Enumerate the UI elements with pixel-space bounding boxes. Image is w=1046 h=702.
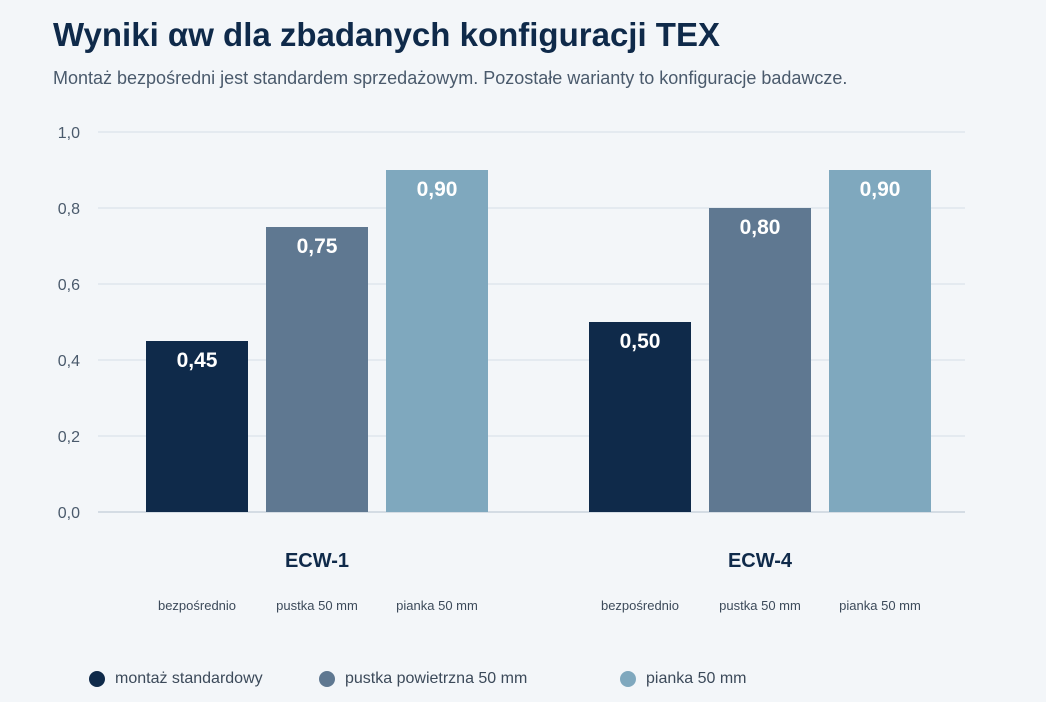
bar	[386, 170, 488, 512]
y-tick-label: 0,4	[58, 353, 80, 370]
bar	[146, 341, 248, 512]
bar-sub-label: bezpośrednio	[158, 598, 236, 613]
legend-label-standard: montaż standardowy	[115, 670, 263, 687]
legend-label-foam: pianka 50 mm	[646, 670, 747, 687]
chart-title: Wyniki αw dla zbadanych konfiguracji TEX	[53, 16, 720, 53]
bar-sub-label: bezpośrednio	[601, 598, 679, 613]
bar-sub-label: pustka 50 mm	[719, 598, 801, 613]
y-tick-label: 0,0	[58, 505, 80, 522]
bar	[829, 170, 931, 512]
data-label: 0,80	[740, 216, 781, 239]
legend: montaż standardowy pustka powietrzna 50 …	[0, 670, 1046, 692]
bar	[589, 322, 691, 512]
y-tick-label: 0,8	[58, 201, 80, 218]
chart-subtitle: Montaż bezpośredni jest standardem sprze…	[53, 68, 848, 88]
data-label: 0,90	[860, 178, 901, 201]
bar	[709, 208, 811, 512]
category-label: ECW-4	[728, 550, 793, 572]
legend-swatch-air-gap	[319, 671, 335, 687]
data-label: 0,90	[417, 178, 458, 201]
bar-sub-label: pianka 50 mm	[839, 598, 921, 613]
data-label: 0,45	[177, 349, 218, 372]
bar	[266, 227, 368, 512]
legend-item-air-gap: pustka powietrzna 50 mm	[319, 670, 527, 688]
data-label: 0,75	[297, 235, 338, 258]
bar-chart: 0,0 0,2 0,4 0,6 0,8 1,0 0,45 bezpośrednio 0,75 pu…	[58, 125, 965, 613]
legend-item-foam: pianka 50 mm	[620, 670, 747, 688]
legend-label-air-gap: pustka powietrzna 50 mm	[345, 670, 528, 687]
bar-sub-label: pianka 50 mm	[396, 598, 478, 613]
category-label: ECW-1	[285, 550, 349, 572]
legend-swatch-standard	[89, 671, 105, 687]
y-tick-label: 0,2	[58, 429, 80, 446]
legend-swatch-foam	[620, 671, 636, 687]
data-label: 0,50	[620, 330, 661, 353]
y-tick-label: 1,0	[58, 125, 80, 142]
bar-sub-label: pustka 50 mm	[276, 598, 358, 613]
legend-item-standard: montaż standardowy	[89, 670, 263, 688]
y-tick-label: 0,6	[58, 277, 80, 294]
